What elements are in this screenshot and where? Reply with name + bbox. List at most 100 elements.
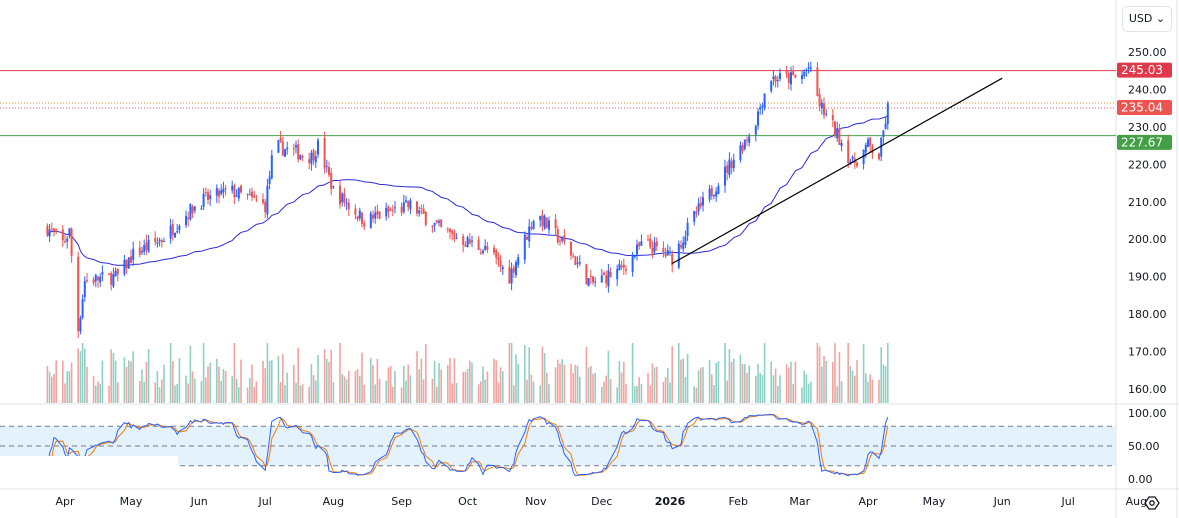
level-price-label: 235.04 xyxy=(1121,101,1163,115)
candle xyxy=(407,200,410,212)
candle-body xyxy=(779,73,781,80)
candle xyxy=(235,189,238,197)
time-tick-label: Dec xyxy=(591,495,612,508)
volume-bar xyxy=(671,346,673,403)
time-tick-label: Feb xyxy=(728,495,747,508)
volume-bar xyxy=(728,349,731,403)
candle xyxy=(449,227,451,239)
volume-bar xyxy=(730,362,733,403)
candle xyxy=(805,68,808,77)
volume-bar xyxy=(592,373,594,403)
candle-body xyxy=(680,245,682,248)
candle-body xyxy=(666,250,669,256)
volume-bar xyxy=(409,375,412,403)
volume-bar xyxy=(640,384,643,403)
volume-bar xyxy=(603,381,605,403)
candle-body xyxy=(636,244,638,255)
candle xyxy=(717,182,720,195)
volume-bar xyxy=(400,387,403,403)
candle xyxy=(418,206,421,217)
volume-bar xyxy=(532,381,535,403)
price-tick-label: 250.00 xyxy=(1128,46,1167,59)
candle xyxy=(440,219,443,228)
stochastic-tick-label: 0.00 xyxy=(1128,473,1153,486)
volume-bar xyxy=(871,379,874,403)
volume-bar xyxy=(172,361,174,403)
volume-bar xyxy=(447,364,449,403)
candle-body xyxy=(312,150,315,161)
candle-body xyxy=(237,187,240,199)
candle-body xyxy=(200,208,203,210)
candle xyxy=(649,233,652,250)
volume-bar xyxy=(326,358,328,403)
candle-body xyxy=(218,190,220,197)
candle xyxy=(369,210,372,229)
volume-bar xyxy=(851,370,854,403)
volume-bar xyxy=(169,343,172,403)
candle xyxy=(462,233,465,253)
candle-body xyxy=(818,94,821,107)
volume-bar xyxy=(823,355,825,403)
candle-body xyxy=(528,226,531,242)
volume-bar xyxy=(145,361,148,403)
candle-body xyxy=(255,199,258,201)
volume-bar xyxy=(482,366,484,403)
volume-bar xyxy=(763,343,766,403)
volume-bar xyxy=(585,346,588,403)
candle xyxy=(831,108,834,128)
volume-bar xyxy=(741,364,744,403)
candle xyxy=(347,198,350,217)
candle-body xyxy=(838,128,841,146)
volume-bar xyxy=(238,387,240,403)
volume-bar xyxy=(64,383,66,403)
candle-body xyxy=(640,241,643,246)
candle xyxy=(523,231,526,264)
volume-bar xyxy=(880,347,882,403)
volume-bar xyxy=(130,361,132,403)
candle xyxy=(281,136,284,157)
candle-body xyxy=(807,67,810,69)
candle xyxy=(416,201,418,217)
candle-body xyxy=(301,156,304,158)
volume-bar xyxy=(310,364,313,403)
candle-body xyxy=(730,161,733,169)
volume-bar xyxy=(669,382,671,403)
candle xyxy=(862,149,865,170)
candle-body xyxy=(253,195,256,198)
candle-body xyxy=(651,247,654,254)
volume-bar xyxy=(416,351,418,403)
time-tick-label: May xyxy=(120,495,143,508)
candle xyxy=(622,258,625,275)
candle-body xyxy=(512,267,515,273)
volume-bar xyxy=(594,372,596,403)
candle-body xyxy=(468,239,471,244)
volume-bar xyxy=(161,379,163,403)
candle xyxy=(631,251,634,277)
currency-selector[interactable]: USD ⌄ xyxy=(1122,6,1172,32)
volume-bar xyxy=(543,353,546,403)
candle xyxy=(301,154,304,162)
candle xyxy=(882,129,885,145)
volume-bar xyxy=(695,387,698,403)
candle-body xyxy=(189,204,192,220)
volume-bar xyxy=(286,372,288,403)
volume-bar xyxy=(807,383,810,403)
candle xyxy=(435,219,438,224)
candle-body xyxy=(86,279,88,281)
volume-bar xyxy=(499,367,502,403)
stochastic-tick-label: 100.00 xyxy=(1128,407,1167,420)
candle-body xyxy=(757,111,759,126)
volume-bar xyxy=(370,357,372,403)
volume-bar xyxy=(46,366,49,403)
volume-bar xyxy=(471,362,473,403)
volume-bar xyxy=(440,369,442,403)
candle-body xyxy=(160,240,163,243)
candle xyxy=(600,268,603,283)
level-price-label: 245.03 xyxy=(1121,63,1163,77)
candle-body xyxy=(820,102,823,109)
candle-body xyxy=(649,238,652,248)
candle xyxy=(233,183,236,204)
time-tick-label: Jul xyxy=(258,495,272,508)
